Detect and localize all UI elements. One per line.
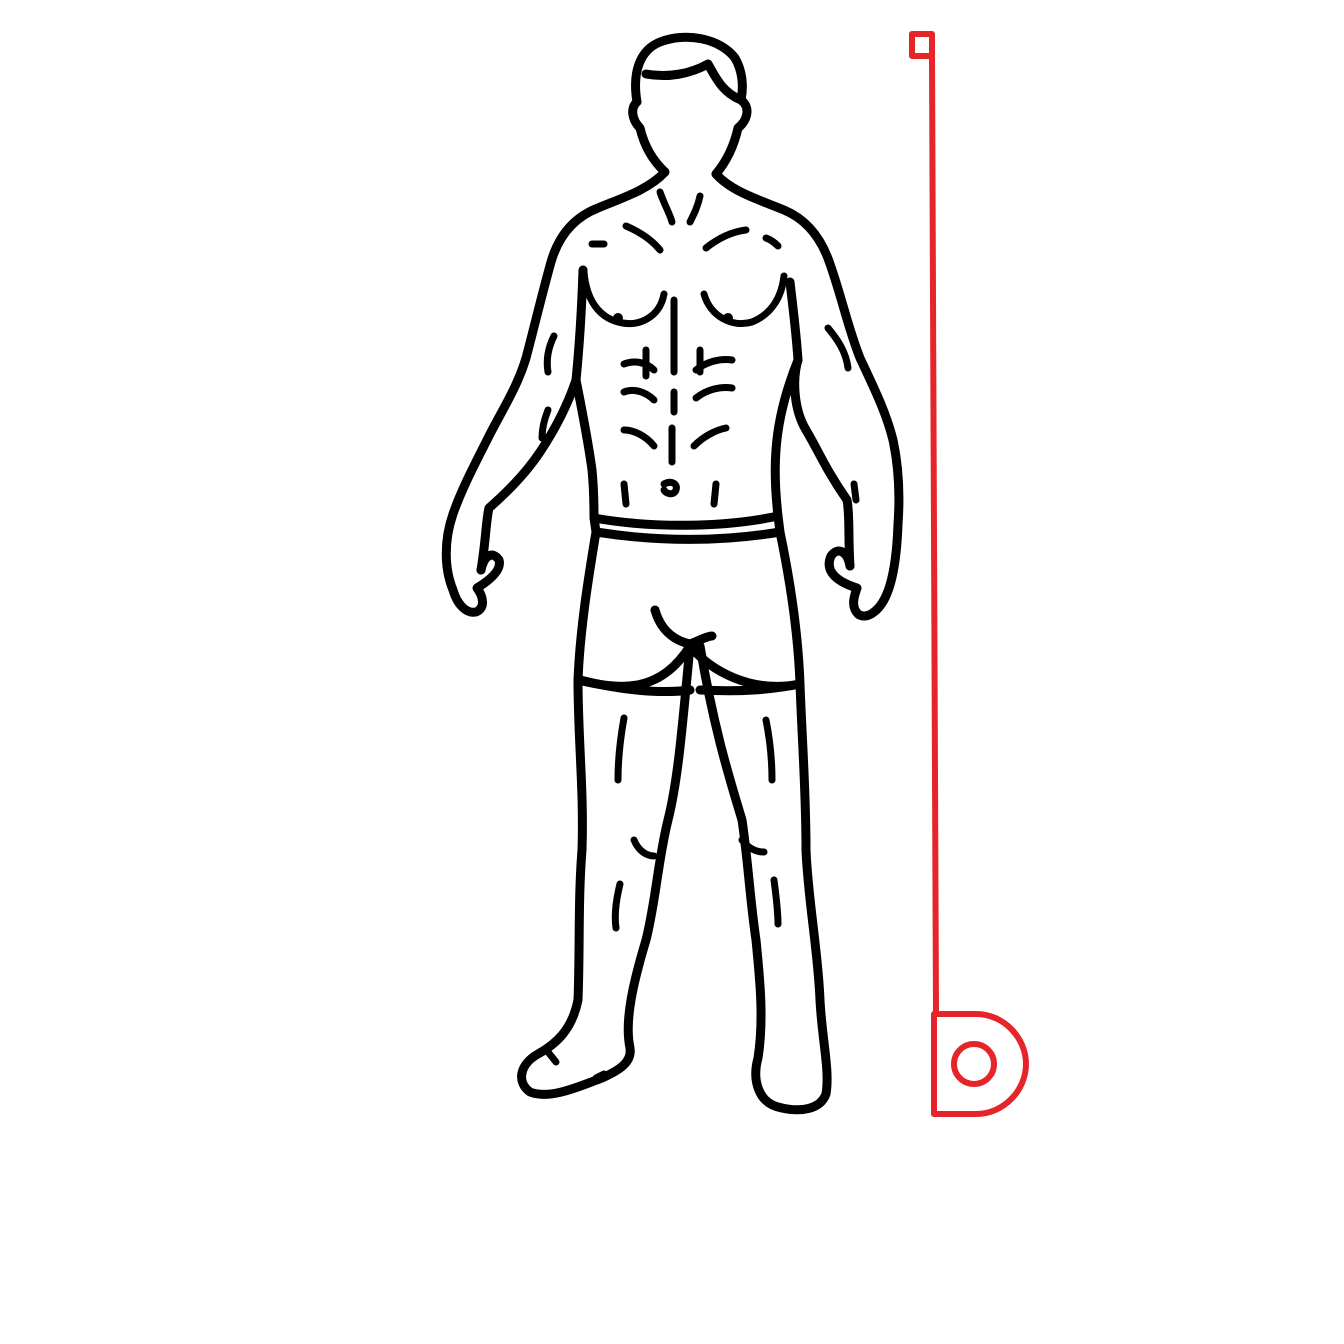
tape-reel-icon xyxy=(951,1041,997,1087)
right-inner-arm xyxy=(785,277,855,571)
right-leg-outline xyxy=(695,641,832,1115)
navel-icon xyxy=(660,478,680,498)
oblique-right xyxy=(710,480,720,508)
left-nipple xyxy=(613,313,623,323)
shorts-hem-right xyxy=(695,679,805,696)
left-forearm-mark xyxy=(538,406,552,442)
tape-hook xyxy=(909,31,935,59)
right-pec xyxy=(700,272,788,327)
oblique-left xyxy=(620,480,630,508)
right-forearm-mark xyxy=(850,480,860,504)
shoulder-mark-right xyxy=(762,234,782,250)
left-inner-arm xyxy=(476,265,588,575)
tape-measure-icon xyxy=(909,31,1029,1117)
neck-line-right xyxy=(686,192,704,226)
left-leg-outline xyxy=(517,641,695,1099)
left-foot-mark xyxy=(544,1048,560,1066)
right-knee-mark xyxy=(738,836,768,856)
tape-strip xyxy=(929,53,939,1017)
tape-housing xyxy=(931,1011,1029,1117)
abs-left xyxy=(620,358,658,450)
collarbone-left xyxy=(622,222,664,254)
collarbone-right xyxy=(702,226,750,252)
shorts-hem-left xyxy=(575,675,695,697)
right-body-outline xyxy=(711,169,904,621)
left-knee-mark xyxy=(630,836,658,860)
right-shin-mark xyxy=(770,876,782,928)
left-thigh-mark xyxy=(614,714,628,784)
standing-man-icon xyxy=(441,32,904,1115)
right-nipple xyxy=(723,313,733,323)
left-shin-mark xyxy=(611,880,624,932)
hair-icon xyxy=(641,59,746,105)
left-bicep-mark xyxy=(543,332,558,376)
waistband xyxy=(589,511,785,544)
left-toe-mark xyxy=(592,1070,608,1082)
abs-lower-lines xyxy=(642,346,704,380)
left-body-outline xyxy=(441,167,670,617)
right-bicep-mark xyxy=(824,324,852,372)
neck-line-left xyxy=(656,188,676,226)
torso-left-side xyxy=(571,375,599,523)
left-pec xyxy=(580,268,668,327)
torso-right-side xyxy=(770,355,803,521)
head-outline xyxy=(628,32,752,179)
abs-center-line xyxy=(668,296,678,466)
shorts-crotch xyxy=(650,605,717,649)
right-thigh-mark xyxy=(762,716,776,784)
